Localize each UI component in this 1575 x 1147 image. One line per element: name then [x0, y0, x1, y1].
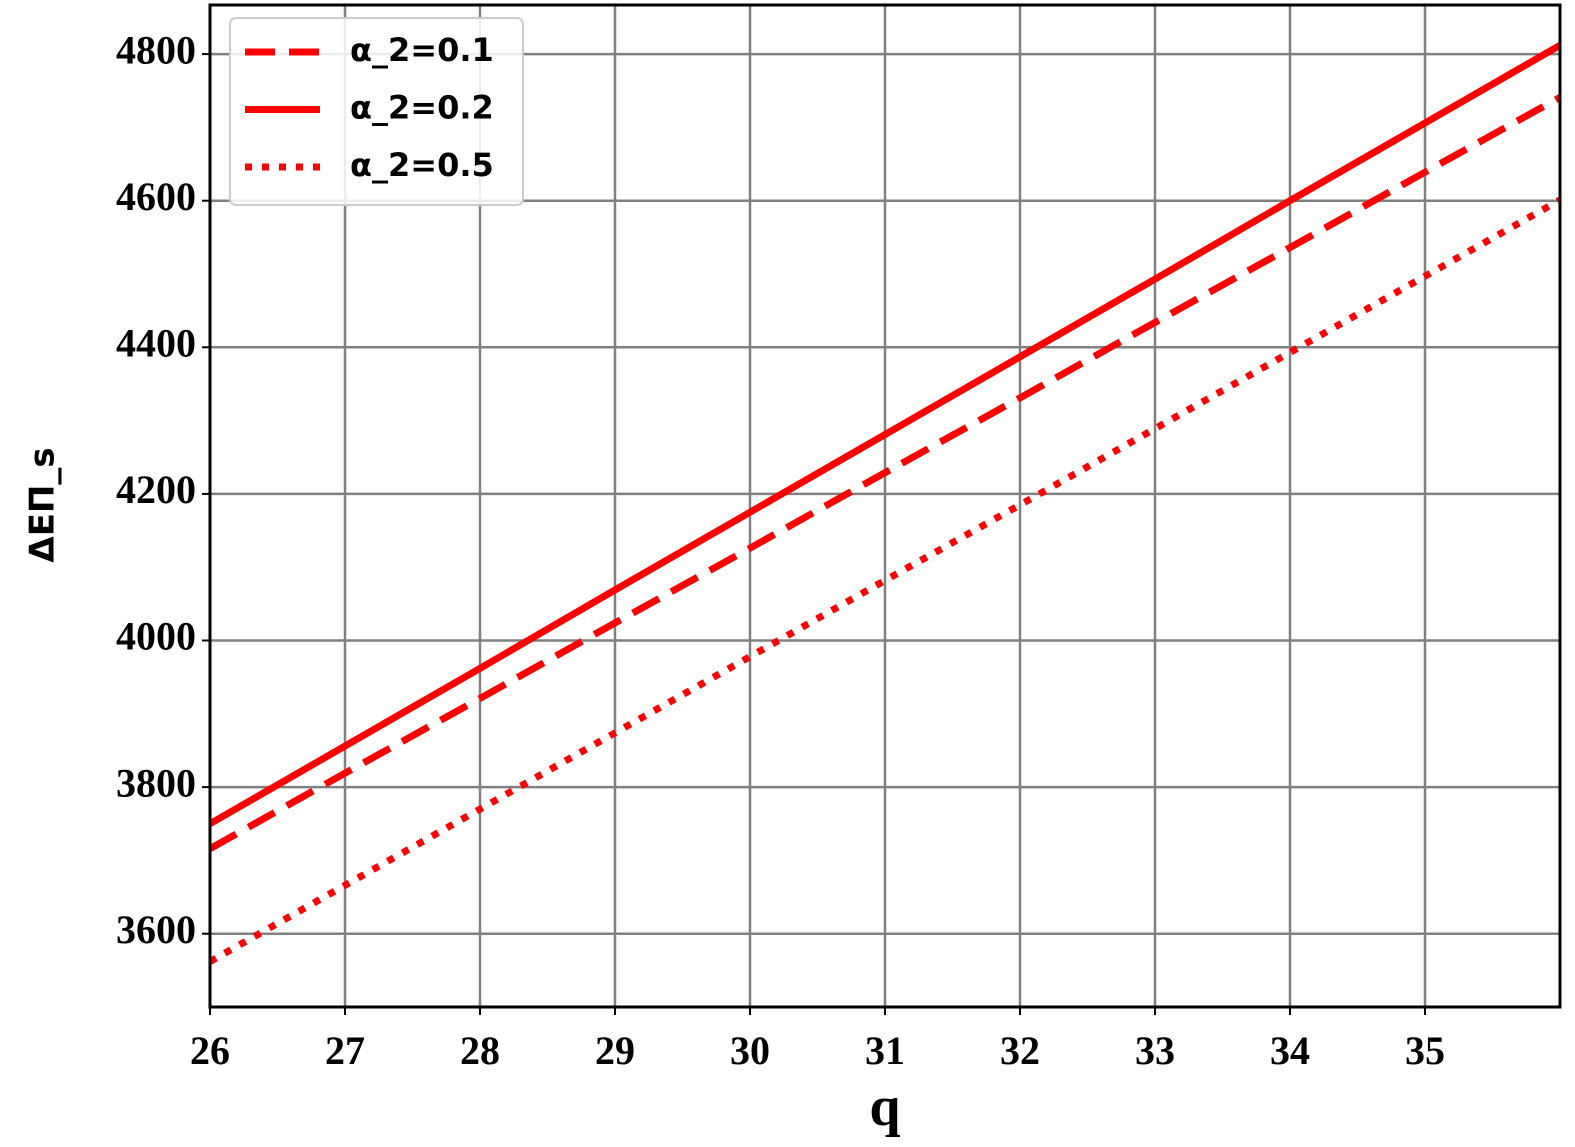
plot-frame: [208, 3, 1562, 1009]
legend-box: [229, 17, 524, 206]
series-line: [208, 196, 1562, 965]
y-tick-label: 4600: [116, 174, 196, 219]
y-tick-label: 4400: [116, 320, 196, 365]
legend-label: α_2=0.2: [350, 89, 494, 127]
x-tick-label: 33: [1135, 1028, 1175, 1073]
legend-label: α_2=0.5: [350, 146, 494, 184]
x-tick-label: 32: [1000, 1028, 1040, 1073]
series-line: [208, 94, 1562, 852]
y-tick-label: 3800: [116, 760, 196, 805]
x-axis-label: q: [869, 1076, 900, 1138]
x-tick-label: 28: [460, 1028, 500, 1073]
x-tick-label: 26: [190, 1028, 230, 1073]
y-axis-label: ΔEΠ_s: [23, 447, 63, 562]
y-tick-label: 3600: [116, 907, 196, 952]
x-tick-label: 31: [865, 1028, 905, 1073]
x-tick-label: 30: [730, 1028, 770, 1073]
y-tick-label: 4800: [116, 27, 196, 72]
series-line: [208, 42, 1562, 827]
x-tick-label: 35: [1405, 1028, 1445, 1073]
legend-label: α_2=0.1: [350, 31, 494, 69]
x-tick-label: 34: [1270, 1028, 1310, 1073]
x-tick-label: 29: [595, 1028, 635, 1073]
y-tick-label: 4000: [116, 614, 196, 659]
y-tick-label: 4200: [116, 467, 196, 512]
x-tick-label: 27: [325, 1028, 365, 1073]
